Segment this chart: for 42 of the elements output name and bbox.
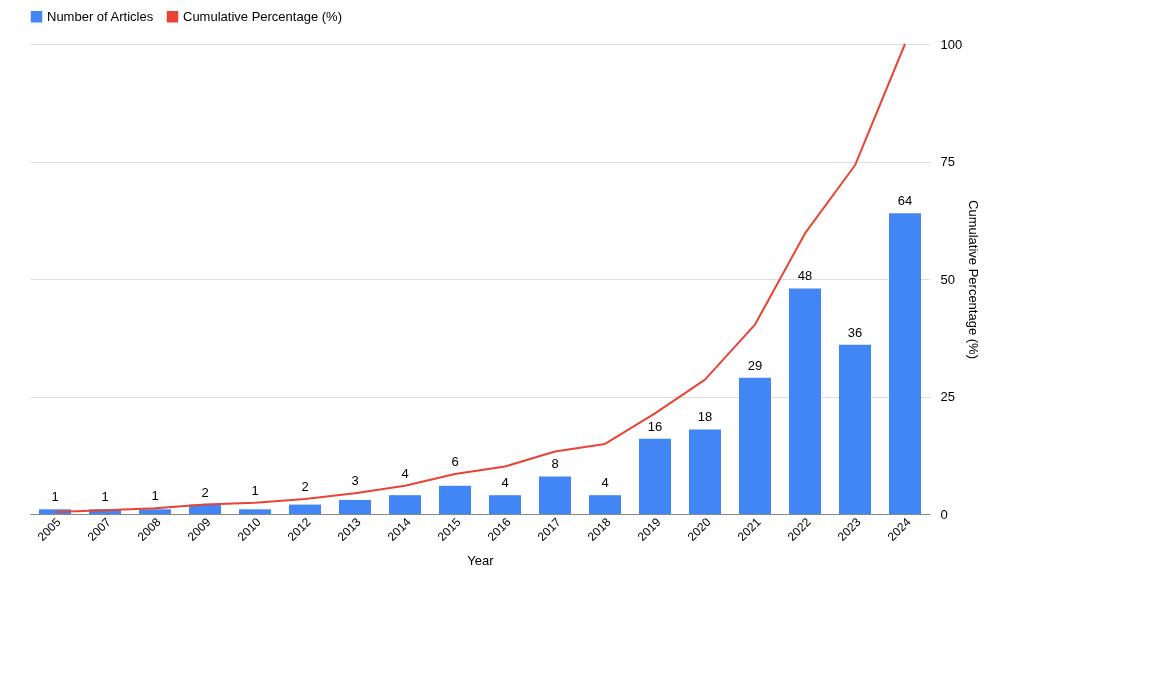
data-label: 6: [451, 454, 459, 470]
data-label: 1: [251, 482, 259, 498]
y2-tick-label: 100: [940, 36, 963, 52]
bar: [139, 509, 171, 514]
bar: [389, 495, 421, 514]
data-label: 16: [647, 418, 663, 434]
bar: [689, 429, 721, 514]
bar: [439, 485, 471, 514]
data-label: 4: [601, 475, 609, 491]
bar: [589, 495, 621, 514]
data-label: 2: [301, 478, 309, 494]
data-label: 64: [897, 193, 913, 209]
bar: [639, 438, 671, 514]
bar: [239, 509, 271, 514]
y2-axis-title: Cumulative Percentage (%): [966, 200, 982, 359]
y2-tick-label: 25: [940, 389, 955, 404]
data-label: 3: [351, 473, 359, 489]
data-label: 4: [401, 465, 409, 481]
bar: [489, 495, 521, 514]
data-label: 1: [51, 489, 59, 505]
data-label: 1: [101, 489, 109, 505]
bar: [289, 504, 321, 514]
data-label: 2: [201, 484, 209, 500]
data-label: 29: [747, 357, 763, 373]
legend-label: Cumulative Percentage (%): [183, 8, 342, 24]
data-label: 18: [697, 409, 713, 425]
data-label: 4: [501, 475, 509, 491]
data-label: 8: [551, 456, 559, 472]
y2-tick-label: 0: [940, 506, 948, 522]
bar: [889, 213, 921, 514]
bar: [339, 499, 371, 514]
legend-label: Number of Articles: [47, 8, 154, 24]
x-axis-title: Year: [467, 553, 495, 569]
y2-tick-label: 50: [940, 271, 955, 287]
bar: [839, 344, 871, 514]
bar: [539, 476, 571, 514]
data-label: 36: [847, 324, 863, 340]
data-label: 48: [797, 268, 813, 284]
y2-tick-label: 75: [940, 154, 955, 169]
bar: [789, 288, 821, 514]
bar: [739, 377, 771, 514]
data-label: 1: [151, 488, 159, 504]
